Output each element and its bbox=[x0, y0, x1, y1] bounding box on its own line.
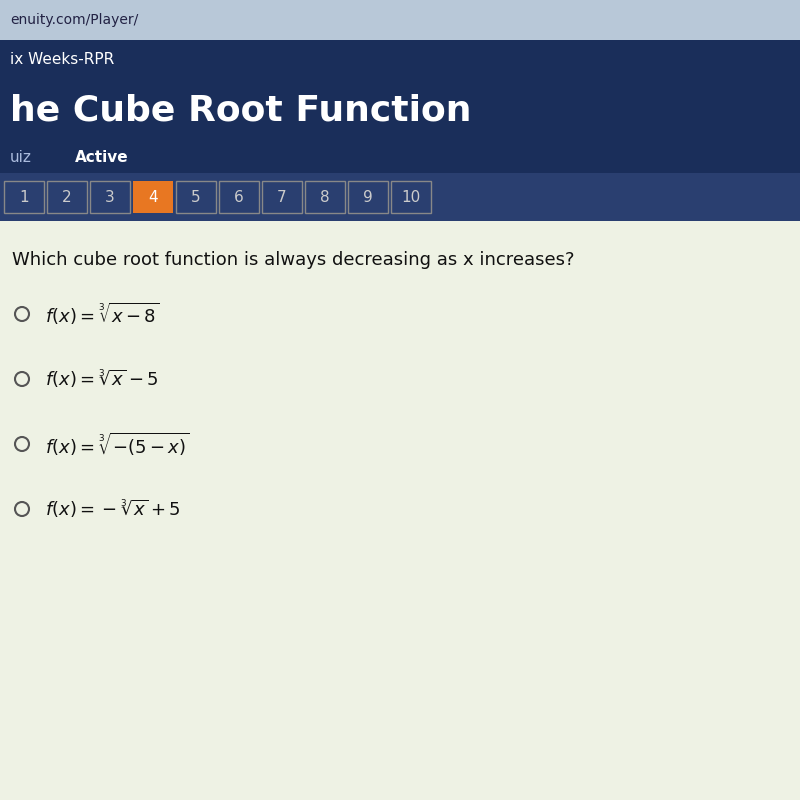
Text: 9: 9 bbox=[363, 190, 373, 205]
Circle shape bbox=[15, 372, 29, 386]
Text: 6: 6 bbox=[234, 190, 244, 205]
Bar bbox=[0, 0, 800, 40]
Text: he Cube Root Function: he Cube Root Function bbox=[10, 94, 471, 127]
Text: 7: 7 bbox=[277, 190, 287, 205]
Text: 10: 10 bbox=[402, 190, 421, 205]
Bar bbox=[0, 143, 800, 173]
Circle shape bbox=[15, 502, 29, 516]
FancyBboxPatch shape bbox=[133, 181, 173, 213]
Text: uiz: uiz bbox=[10, 150, 32, 166]
Text: enuity.com/Player/: enuity.com/Player/ bbox=[10, 13, 138, 27]
Text: 4: 4 bbox=[148, 190, 158, 205]
Text: $f(x) = \sqrt[3]{-(5-x)}$: $f(x) = \sqrt[3]{-(5-x)}$ bbox=[45, 430, 190, 458]
Bar bbox=[0, 173, 800, 221]
Text: 2: 2 bbox=[62, 190, 72, 205]
Text: 3: 3 bbox=[105, 190, 115, 205]
Text: $f(x) = \sqrt[3]{x-8}$: $f(x) = \sqrt[3]{x-8}$ bbox=[45, 301, 160, 327]
Text: ix Weeks-RPR: ix Weeks-RPR bbox=[10, 51, 114, 66]
Text: Which cube root function is always decreasing as x increases?: Which cube root function is always decre… bbox=[12, 251, 574, 269]
Text: Active: Active bbox=[75, 150, 129, 166]
Bar bbox=[0, 40, 800, 78]
Text: $f(x) = \sqrt[3]{x} - 5$: $f(x) = \sqrt[3]{x} - 5$ bbox=[45, 368, 158, 390]
Bar bbox=[0, 78, 800, 143]
Circle shape bbox=[15, 437, 29, 451]
Circle shape bbox=[15, 307, 29, 321]
Text: $f(x) = -\sqrt[3]{x} + 5$: $f(x) = -\sqrt[3]{x} + 5$ bbox=[45, 498, 181, 520]
Text: 8: 8 bbox=[320, 190, 330, 205]
Text: 1: 1 bbox=[19, 190, 29, 205]
Text: 5: 5 bbox=[191, 190, 201, 205]
Bar bbox=[0, 221, 800, 800]
